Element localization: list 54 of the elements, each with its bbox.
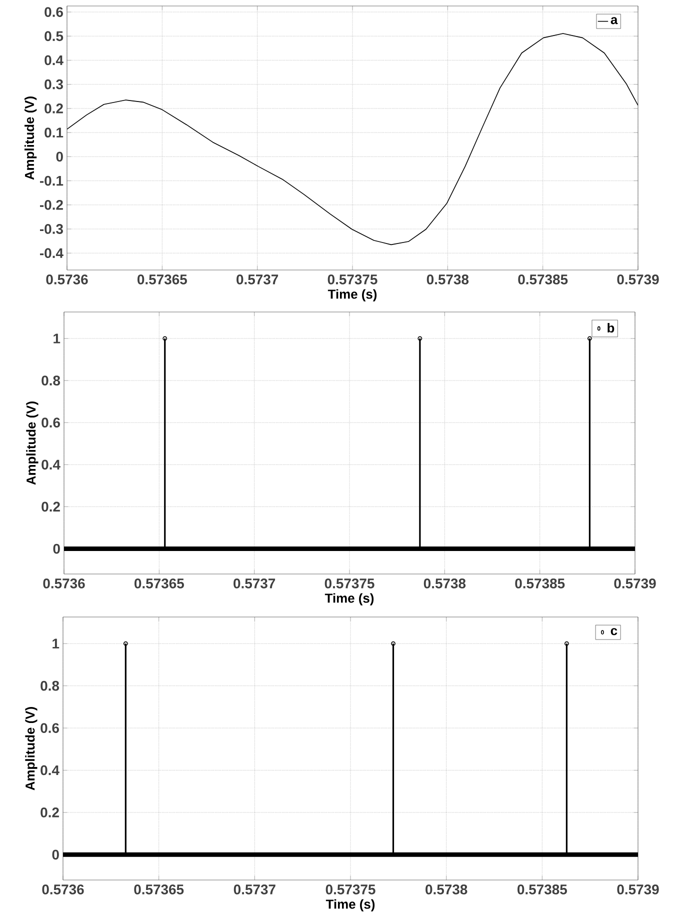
- x-tick-label: 0.5739: [617, 274, 659, 284]
- y-tick-label: 0.2: [42, 502, 60, 512]
- x-tick-label: 0.5739: [614, 578, 656, 588]
- legend-label: b: [608, 323, 614, 333]
- y-tick-label: 0.5: [44, 31, 64, 42]
- y-tick-label: 0: [56, 152, 63, 162]
- y-tick-label: -0.1: [40, 176, 64, 186]
- y-tick-label: 0: [52, 850, 59, 860]
- x-axis-title: Time (s): [324, 593, 374, 606]
- x-tick-label: 0.57375: [326, 884, 376, 894]
- y-tick-label: 0.2: [44, 104, 63, 114]
- y-tick-label: 0.8: [40, 680, 60, 691]
- y-tick-label: 1: [54, 334, 60, 344]
- x-tick-label: 0.57365: [134, 578, 184, 588]
- y-tick-label: -0.3: [40, 224, 63, 234]
- y-tick-label: 0.1: [44, 128, 64, 138]
- y-tick-label: 0.3: [44, 79, 63, 90]
- legend-label: c: [610, 628, 618, 636]
- y-tick-label: 0.6: [40, 723, 59, 733]
- x-tick-label: 0.5736: [46, 274, 88, 284]
- y-tick-label: -0.2: [40, 200, 63, 210]
- y-tick-label: 0.8: [42, 376, 60, 386]
- y-tick-label: 0.4: [42, 460, 60, 470]
- x-tick-label: 0.57365: [134, 884, 184, 894]
- y-tick-label: 0.6: [44, 7, 63, 17]
- x-tick-label: 0.57385: [515, 578, 565, 588]
- x-tick-label: 0.5738: [424, 578, 466, 588]
- y-tick-label: 0.4: [44, 55, 64, 66]
- y-axis-title: Amplitude (V): [26, 402, 38, 485]
- y-axis-title: Amplitude (V): [25, 707, 38, 790]
- x-tick-label: 0.5738: [426, 274, 469, 284]
- line-series: [67, 33, 638, 246]
- y-tick-label: 0.2: [40, 808, 59, 818]
- y-tick-label: -0.4: [40, 248, 64, 258]
- x-tick-label: 0.57375: [324, 578, 374, 588]
- y-tick-label: 0.4: [40, 765, 60, 776]
- x-tick-label: 0.57385: [518, 274, 568, 284]
- y-tick-label: 1: [52, 638, 60, 648]
- x-tick-label: 0.57375: [328, 274, 378, 284]
- x-tick-label: 0.5736: [42, 884, 84, 894]
- x-tick-label: 0.5736: [43, 578, 85, 588]
- x-axis-title: Time (s): [328, 289, 377, 302]
- x-tick-label: 0.5737: [236, 274, 278, 284]
- x-axis-title: Time (s): [326, 899, 375, 912]
- y-axis-title: Amplitude (V): [24, 96, 37, 180]
- x-tick-label: 0.5737: [234, 884, 276, 894]
- y-tick-label: 0: [53, 544, 60, 554]
- x-tick-label: 0.5737: [234, 578, 276, 588]
- legend-label: a: [610, 17, 618, 24]
- x-tick-label: 0.5738: [426, 884, 468, 894]
- x-tick-label: 0.57365: [138, 274, 187, 284]
- y-tick-label: 0.6: [42, 418, 60, 428]
- x-tick-label: 0.57385: [518, 884, 567, 894]
- x-tick-label: 0.5739: [617, 884, 659, 894]
